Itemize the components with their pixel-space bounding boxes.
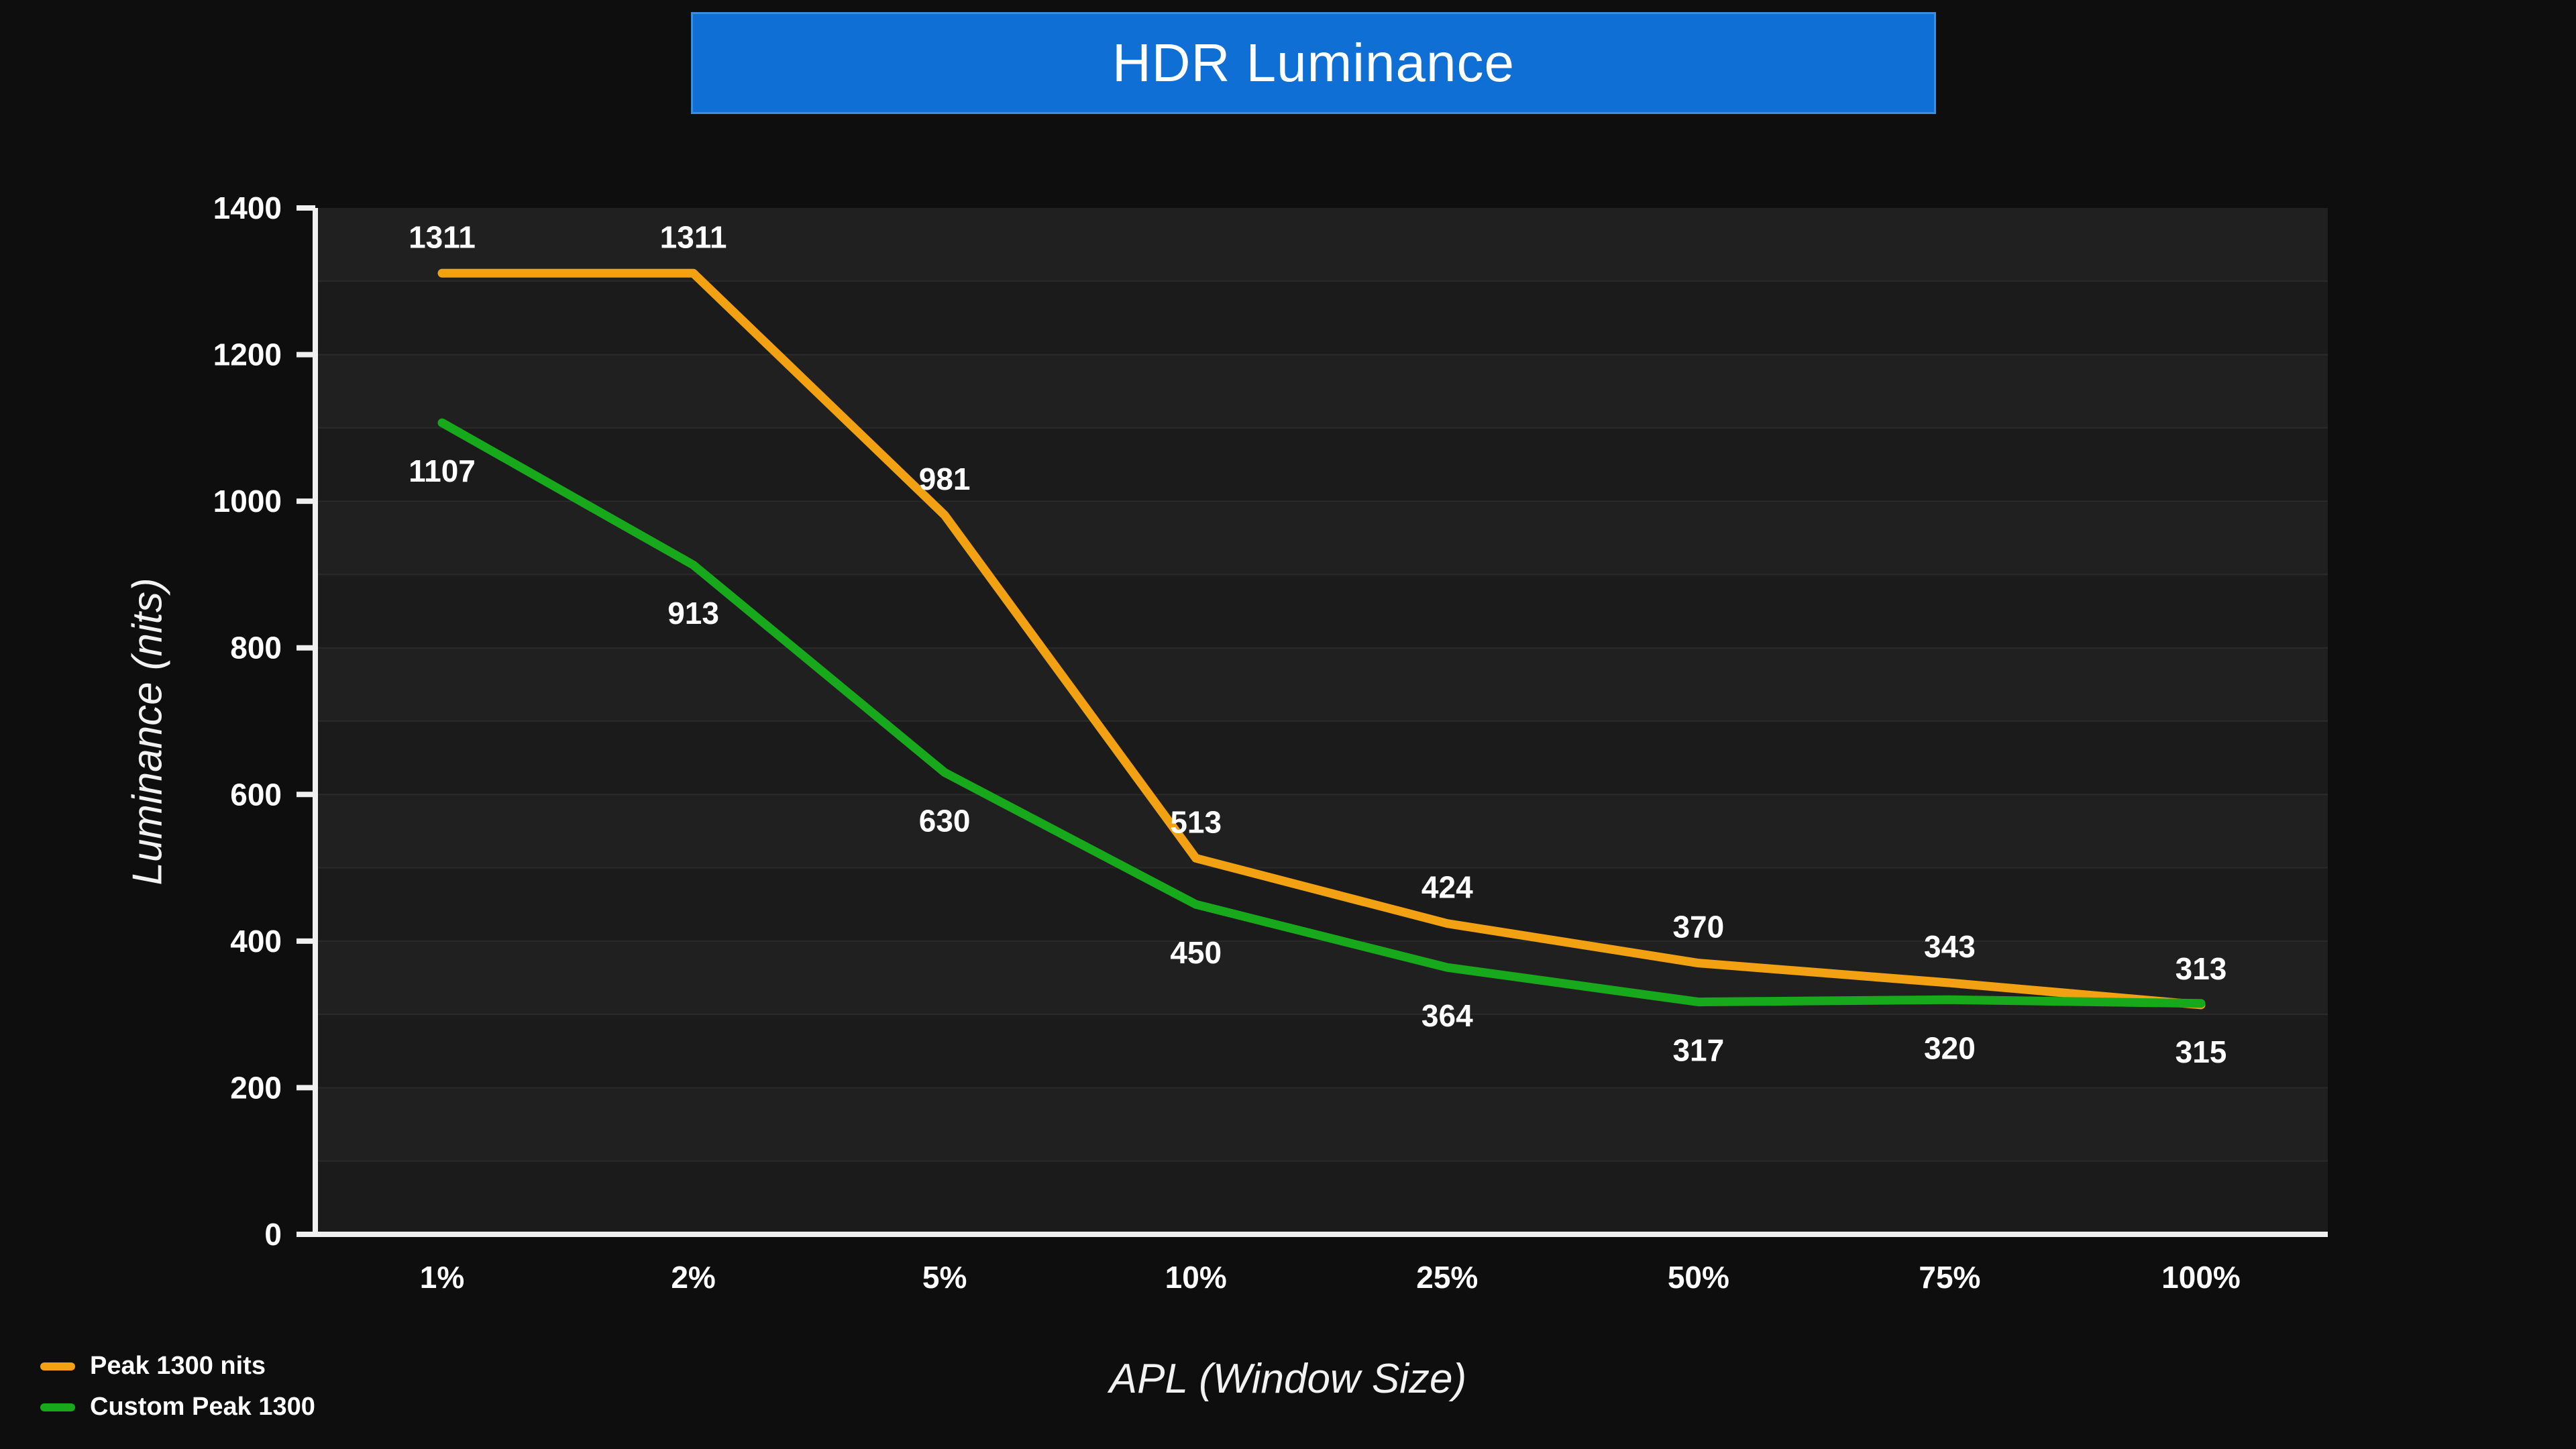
svg-text:630: 630 — [919, 804, 971, 839]
legend-item-custom-peak-1300: Custom Peak 1300 — [40, 1393, 315, 1421]
svg-text:10%: 10% — [1165, 1260, 1227, 1295]
svg-text:1107: 1107 — [409, 453, 476, 488]
legend-item-peak-1300: Peak 1300 nits — [40, 1352, 315, 1381]
svg-text:424: 424 — [1421, 870, 1473, 905]
legend-swatch-green — [40, 1403, 75, 1411]
chart-title-bar: HDR Luminance — [691, 12, 1936, 114]
svg-text:50%: 50% — [1668, 1260, 1729, 1295]
svg-text:370: 370 — [1672, 910, 1724, 945]
legend: Peak 1300 nits Custom Peak 1300 — [40, 1352, 315, 1421]
svg-text:450: 450 — [1170, 935, 1222, 970]
svg-text:1%: 1% — [420, 1260, 464, 1295]
svg-text:1000: 1000 — [213, 484, 282, 519]
legend-label: Custom Peak 1300 — [90, 1393, 315, 1421]
svg-text:1200: 1200 — [213, 337, 282, 372]
svg-text:1311: 1311 — [660, 219, 727, 254]
x-axis-label: APL (Window Size) — [1109, 1356, 1467, 1402]
svg-text:513: 513 — [1170, 804, 1222, 839]
svg-text:400: 400 — [230, 924, 282, 959]
svg-text:100%: 100% — [2161, 1260, 2241, 1295]
svg-text:315: 315 — [2176, 1034, 2227, 1069]
svg-text:317: 317 — [1672, 1033, 1724, 1068]
svg-text:5%: 5% — [922, 1260, 967, 1295]
svg-text:25%: 25% — [1416, 1260, 1478, 1295]
svg-text:800: 800 — [230, 631, 282, 665]
svg-text:200: 200 — [230, 1070, 282, 1105]
svg-text:364: 364 — [1421, 998, 1473, 1033]
legend-label: Peak 1300 nits — [90, 1352, 266, 1380]
svg-text:313: 313 — [2176, 951, 2227, 986]
legend-swatch-orange — [40, 1362, 75, 1371]
svg-text:320: 320 — [1924, 1030, 1976, 1065]
svg-text:0: 0 — [264, 1217, 282, 1252]
chart-title: HDR Luminance — [1112, 33, 1515, 93]
svg-text:1311: 1311 — [409, 219, 476, 254]
svg-text:343: 343 — [1924, 929, 1976, 964]
svg-text:981: 981 — [919, 462, 971, 496]
y-axis-label: Luminance (nits) — [124, 578, 171, 885]
svg-text:913: 913 — [667, 596, 719, 631]
svg-text:1400: 1400 — [213, 191, 282, 225]
svg-text:2%: 2% — [671, 1260, 715, 1295]
svg-text:600: 600 — [230, 777, 282, 812]
svg-text:75%: 75% — [1919, 1260, 1980, 1295]
